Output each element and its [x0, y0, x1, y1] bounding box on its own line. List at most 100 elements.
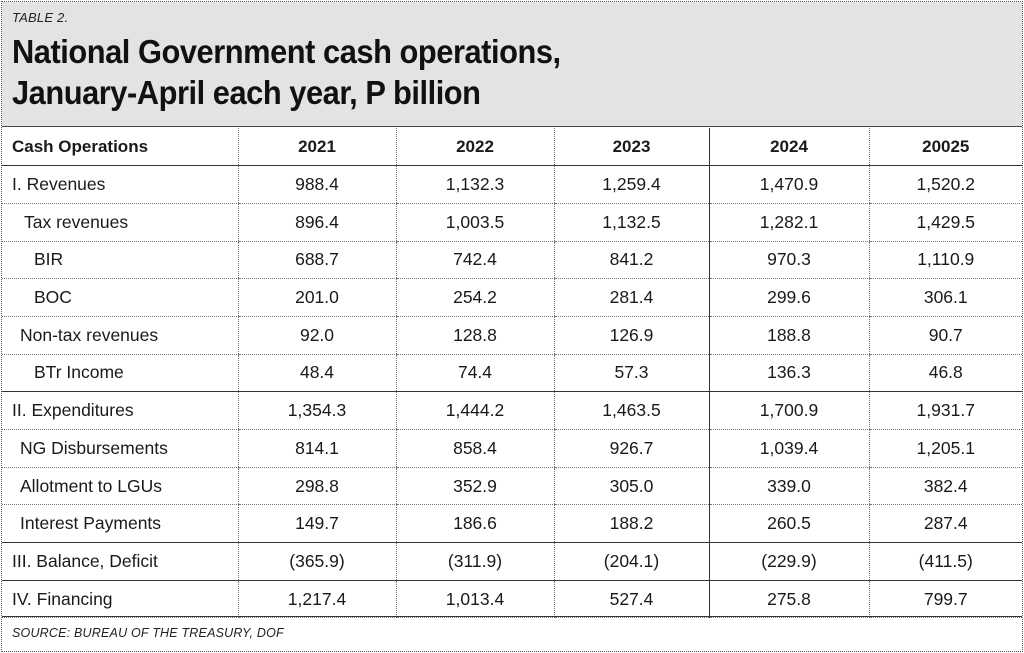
source-divider	[2, 616, 1022, 617]
cell-value: 1,003.5	[395, 203, 554, 242]
table-row: BOC 201.0 254.2 281.4 299.6 306.1	[2, 278, 1022, 317]
row-label: Non-tax revenues	[2, 316, 238, 355]
table-row: II. Expenditures 1,354.3 1,444.2 1,463.5…	[2, 391, 1022, 430]
table-label: TABLE 2.	[12, 10, 69, 25]
row-label: IV. Financing	[2, 579, 238, 619]
cell-value: 281.4	[553, 278, 709, 317]
cell-value: 126.9	[553, 316, 709, 355]
table-row: Tax revenues 896.4 1,003.5 1,132.5 1,282…	[2, 203, 1022, 242]
cell-value: (365.9)	[237, 542, 396, 581]
page-title: National Government cash operations, Jan…	[12, 32, 932, 114]
table-row: IV. Financing 1,217.4 1,013.4 527.4 275.…	[2, 579, 1022, 619]
cell-value: 1,282.1	[708, 203, 869, 242]
cell-value: 1,429.5	[868, 203, 1022, 242]
cell-value: 1,444.2	[395, 391, 554, 430]
cell-value: 128.8	[395, 316, 554, 355]
cell-value: 970.3	[708, 241, 869, 280]
title-line-2: January-April each year, P billion	[12, 75, 481, 112]
cell-value: 1,013.4	[395, 579, 554, 619]
cell-value: 48.4	[237, 354, 396, 393]
table-row: I. Revenues 988.4 1,132.3 1,259.4 1,470.…	[2, 165, 1022, 204]
header-year: 2024	[708, 128, 869, 167]
cell-value: 339.0	[708, 467, 869, 506]
cell-value: 988.4	[237, 165, 396, 204]
header-row: Cash Operations 2021 2022 2023 2024 2002…	[2, 128, 1022, 167]
table-row: BIR 688.7 742.4 841.2 970.3 1,110.9	[2, 241, 1022, 280]
cell-value: 1,463.5	[553, 391, 709, 430]
cell-value: 306.1	[868, 278, 1022, 317]
cell-value: 149.7	[237, 504, 396, 544]
row-label: BIR	[2, 241, 238, 280]
row-label: Interest Payments	[2, 504, 238, 544]
cell-value: 186.6	[395, 504, 554, 544]
cell-value: 46.8	[868, 354, 1022, 393]
table-row: III. Balance, Deficit (365.9) (311.9) (2…	[2, 542, 1022, 581]
cell-value: 1,132.3	[395, 165, 554, 204]
row-label: Tax revenues	[2, 203, 238, 242]
cell-value: 841.2	[553, 241, 709, 280]
header-year: 2023	[553, 128, 709, 167]
cell-value: 896.4	[237, 203, 396, 242]
cell-value: 858.4	[395, 429, 554, 468]
table-header-band: TABLE 2. National Government cash operat…	[2, 2, 1022, 127]
row-label: II. Expenditures	[2, 391, 238, 430]
cell-value: 1,132.5	[553, 203, 709, 242]
cell-value: 1,217.4	[237, 579, 396, 619]
cell-value: (411.5)	[868, 542, 1022, 581]
cell-value: 188.8	[708, 316, 869, 355]
cell-value: 1,110.9	[868, 241, 1022, 280]
cell-value: 1,354.3	[237, 391, 396, 430]
cell-value: 527.4	[553, 579, 709, 619]
table-row: NG Disbursements 814.1 858.4 926.7 1,039…	[2, 429, 1022, 468]
cell-value: 260.5	[708, 504, 869, 544]
cell-value: 92.0	[237, 316, 396, 355]
cell-value: 57.3	[553, 354, 709, 393]
cash-operations-table: Cash Operations 2021 2022 2023 2024 2002…	[2, 128, 1022, 619]
cell-value: 305.0	[553, 467, 709, 506]
header-cash-operations: Cash Operations	[2, 128, 238, 167]
cell-value: 352.9	[395, 467, 554, 506]
cell-value: 1,700.9	[708, 391, 869, 430]
cell-value: 188.2	[553, 504, 709, 544]
cell-value: 136.3	[708, 354, 869, 393]
cell-value: 1,205.1	[868, 429, 1022, 468]
table-row: Non-tax revenues 92.0 128.8 126.9 188.8 …	[2, 316, 1022, 355]
row-label: I. Revenues	[2, 165, 238, 204]
header-year: 2021	[237, 128, 396, 167]
cell-value: 90.7	[868, 316, 1022, 355]
source-note: SOURCE: BUREAU OF THE TREASURY, DOF	[12, 626, 284, 640]
cell-value: 201.0	[237, 278, 396, 317]
cell-value: 688.7	[237, 241, 396, 280]
cell-value: 298.8	[237, 467, 396, 506]
cell-value: 1,520.2	[868, 165, 1022, 204]
cell-value: (204.1)	[553, 542, 709, 581]
header-year: 20025	[868, 128, 1022, 167]
row-label: Allotment to LGUs	[2, 467, 238, 506]
cell-value: (229.9)	[708, 542, 869, 581]
cell-value: 1,039.4	[708, 429, 869, 468]
row-label: III. Balance, Deficit	[2, 542, 238, 581]
cell-value: 299.6	[708, 278, 869, 317]
header-year: 2022	[395, 128, 554, 167]
row-label: BOC	[2, 278, 238, 317]
cell-value: 74.4	[395, 354, 554, 393]
cell-value: 382.4	[868, 467, 1022, 506]
title-line-1: National Government cash operations,	[12, 34, 561, 71]
cell-value: (311.9)	[395, 542, 554, 581]
cell-value: 814.1	[237, 429, 396, 468]
table-row: Interest Payments 149.7 186.6 188.2 260.…	[2, 504, 1022, 544]
table-row: Allotment to LGUs 298.8 352.9 305.0 339.…	[2, 467, 1022, 506]
cell-value: 1,470.9	[708, 165, 869, 204]
cell-value: 287.4	[868, 504, 1022, 544]
cell-value: 254.2	[395, 278, 554, 317]
cell-value: 742.4	[395, 241, 554, 280]
row-label: BTr Income	[2, 354, 238, 393]
cell-value: 799.7	[868, 579, 1022, 619]
cell-value: 1,259.4	[553, 165, 709, 204]
row-label: NG Disbursements	[2, 429, 238, 468]
cell-value: 926.7	[553, 429, 709, 468]
table-row: BTr Income 48.4 74.4 57.3 136.3 46.8	[2, 354, 1022, 393]
cell-value: 275.8	[708, 579, 869, 619]
cell-value: 1,931.7	[868, 391, 1022, 430]
